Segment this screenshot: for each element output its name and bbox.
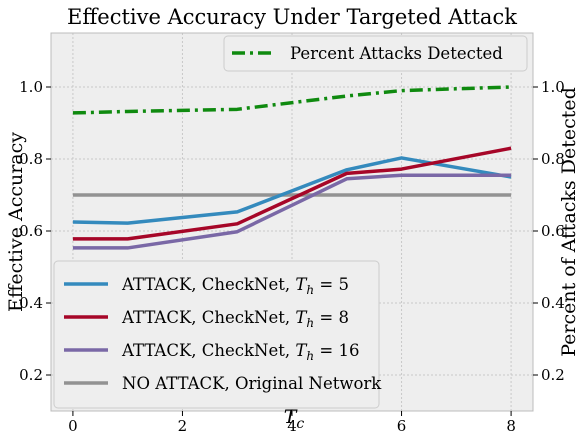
legend-lower-frame xyxy=(53,260,380,409)
legend-lower: ATTACK, CheckNet, Th = 5 ATTACK, CheckNet… xyxy=(53,260,382,409)
series-line xyxy=(72,173,512,250)
y-tick-label-left: 0.4 xyxy=(19,294,43,312)
series-line xyxy=(72,146,512,241)
y-tick-label-right: 0.4 xyxy=(541,294,565,312)
y-tick-label-right: 0.8 xyxy=(541,150,565,168)
x-tick-label: 0 xyxy=(68,417,78,432)
y-tick-label-left: 0.6 xyxy=(19,222,43,240)
legend-upper: Percent Attacks Detected xyxy=(223,35,528,72)
x-tick-label: 2 xyxy=(178,417,188,432)
legend-upper-frame xyxy=(223,35,528,72)
y-tick-label-right: 0.6 xyxy=(541,222,565,240)
x-axis-label: Tc xyxy=(284,406,305,432)
series-layer xyxy=(72,85,512,250)
legend-label: ATTACK, CheckNet, Th = 16 xyxy=(121,341,359,363)
y-tick-label-right: 0.2 xyxy=(541,366,565,384)
y-tick-label-right: 1.0 xyxy=(541,78,565,96)
y-axis-label-left: Effective Accuracy xyxy=(5,132,27,312)
legend-label: Percent Attacks Detected xyxy=(290,44,503,63)
x-tick-label: 8 xyxy=(506,417,516,432)
y-tick-label-left: 0.2 xyxy=(19,366,43,384)
legend-label: NO ATTACK, Original Network xyxy=(122,374,382,393)
series-line xyxy=(72,156,512,225)
legend-label: ATTACK, CheckNet, Th = 5 xyxy=(121,275,349,297)
x-tick-label: 6 xyxy=(397,417,407,432)
x-tick-label: 4 xyxy=(287,417,297,432)
series-line xyxy=(72,85,512,115)
y-tick-label-left: 1.0 xyxy=(19,78,43,96)
y-axis-label-right: Percent of Attacks Detected xyxy=(558,87,580,357)
y-tick-label-left: 0.8 xyxy=(19,150,43,168)
ticks: 0 2 4 6 8 0.2 0.4 0.6 0.8 1.0 0.2 0.4 0.6 0.8 1.0 xyxy=(19,78,565,432)
chart-title: Effective Accuracy Under Targeted Attack xyxy=(67,5,517,29)
legend-label: ATTACK, CheckNet, Th = 8 xyxy=(121,308,349,330)
